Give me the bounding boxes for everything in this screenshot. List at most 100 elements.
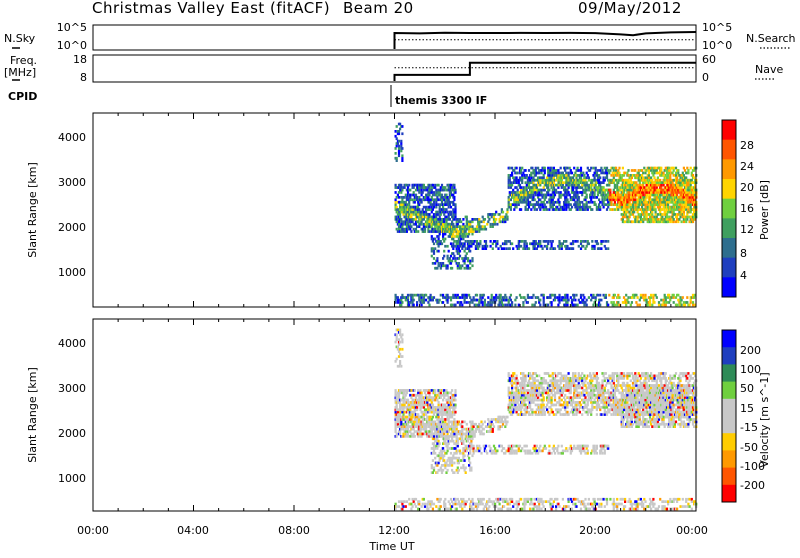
range-gate-cell — [444, 225, 446, 228]
range-gate-cell — [469, 421, 471, 424]
range-gate-cell — [417, 508, 419, 511]
range-gate-cell — [530, 172, 532, 175]
range-gate-cell — [692, 294, 694, 297]
range-gate-cell — [488, 423, 490, 426]
range-gate-cell — [468, 294, 470, 297]
range-gate-cell — [586, 181, 588, 184]
range-gate-cell — [399, 392, 401, 395]
range-gate-cell — [402, 423, 404, 426]
range-gate-cell — [436, 399, 438, 402]
range-gate-cell — [600, 242, 602, 245]
range-gate-cell — [673, 211, 675, 214]
range-gate-cell — [655, 201, 657, 204]
range-gate-cell — [435, 216, 437, 219]
range-gate-cell — [587, 208, 589, 211]
range-gate-cell — [466, 445, 468, 448]
range-gate-cell — [600, 194, 602, 197]
range-gate-cell — [630, 213, 632, 216]
range-gate-cell — [687, 181, 689, 184]
range-gate-cell — [514, 191, 516, 194]
range-gate-cell — [642, 220, 644, 223]
range-gate-cell — [553, 196, 555, 199]
range-gate-cell — [434, 238, 436, 241]
range-gate-cell — [665, 296, 667, 299]
range-gate-cell — [453, 462, 455, 465]
range-gate-cell — [613, 181, 615, 184]
range-gate-cell — [665, 211, 667, 214]
range-gate-cell — [462, 238, 464, 241]
range-gate-cell — [454, 260, 456, 263]
range-gate-cell — [432, 247, 434, 250]
range-gate-cell — [449, 435, 451, 438]
range-gate-cell — [663, 184, 665, 187]
range-gate-cell — [604, 167, 606, 170]
range-gate-cell — [424, 503, 426, 506]
range-gate-cell — [618, 167, 620, 170]
range-gate-cell — [406, 425, 408, 428]
range-gate-cell — [410, 503, 412, 506]
range-gate-cell — [464, 459, 466, 462]
range-gate-cell — [475, 505, 477, 508]
range-gate-cell — [452, 430, 454, 433]
range-gate-cell — [641, 174, 643, 177]
range-gate-cell — [584, 198, 586, 201]
range-gate-cell — [615, 169, 617, 172]
range-gate-cell — [433, 250, 435, 253]
range-gate-cell — [473, 452, 475, 455]
range-gate-cell — [398, 196, 400, 199]
range-gate-cell — [453, 225, 455, 228]
range-gate-cell — [574, 299, 576, 302]
range-gate-cell — [452, 213, 454, 216]
range-gate-cell — [558, 294, 560, 297]
range-gate-cell — [462, 467, 464, 470]
range-gate-cell — [488, 505, 490, 508]
range-gate-cell — [413, 211, 415, 214]
range-gate-cell — [491, 294, 493, 297]
range-gate-cell — [395, 341, 397, 344]
range-gate-cell — [460, 301, 462, 304]
power-colorbar-segment — [722, 258, 736, 278]
range-gate-cell — [584, 191, 586, 194]
range-gate-cell — [442, 425, 444, 428]
range-gate-cell — [565, 206, 567, 209]
range-gate-cell — [395, 201, 397, 204]
range-gate-cell — [436, 211, 438, 214]
range-gate-cell — [485, 247, 487, 250]
range-gate-cell — [444, 498, 446, 501]
range-gate-cell — [613, 169, 615, 172]
range-gate-cell — [465, 471, 467, 474]
range-gate-cell — [407, 401, 409, 404]
range-gate-cell — [539, 240, 541, 243]
range-gate-cell — [677, 169, 679, 172]
range-gate-cell — [583, 174, 585, 177]
range-gate-cell — [557, 304, 559, 307]
range-gate-cell — [573, 198, 575, 201]
range-gate-cell — [543, 196, 545, 199]
range-gate-cell — [544, 169, 546, 172]
range-gate-cell — [396, 228, 398, 231]
range-gate-cell — [416, 408, 418, 411]
range-gate-cell — [511, 172, 513, 175]
range-gate-cell — [473, 447, 475, 450]
range-gate-cell — [553, 201, 555, 204]
range-gate-cell — [396, 196, 398, 199]
range-gate-cell — [416, 301, 418, 304]
range-gate-cell — [686, 216, 688, 219]
range-gate-cell — [471, 220, 473, 223]
range-gate-cell — [675, 174, 677, 177]
range-gate-cell — [422, 433, 424, 436]
range-gate-cell — [495, 421, 497, 424]
range-gate-cell — [626, 206, 628, 209]
range-gate-cell — [464, 242, 466, 245]
range-gate-cell — [679, 203, 681, 206]
range-gate-cell — [577, 194, 579, 197]
range-gate-cell — [450, 206, 452, 209]
range-gate-cell — [417, 220, 419, 223]
range-gate-cell — [457, 235, 459, 238]
range-gate-cell — [566, 296, 568, 299]
range-gate-cell — [693, 296, 695, 299]
range-gate-cell — [427, 500, 429, 503]
range-gate-cell — [464, 233, 466, 236]
range-gate-cell — [642, 176, 644, 179]
range-gate-cell — [545, 181, 547, 184]
